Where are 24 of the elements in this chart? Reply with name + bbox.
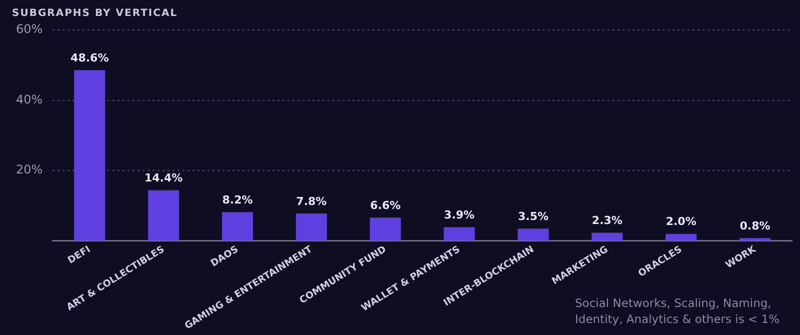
data-label: 6.6% <box>370 199 401 212</box>
data-label: 8.2% <box>222 193 253 206</box>
data-label: 2.3% <box>592 214 622 228</box>
bar <box>296 213 327 240</box>
data-label: 3.5% <box>518 210 548 223</box>
data-label: 48.6% <box>70 51 109 64</box>
y-tick-label: 40% <box>16 92 43 106</box>
bar <box>74 70 106 240</box>
bar <box>148 190 180 240</box>
y-tick-label: 20% <box>16 162 43 177</box>
data-label: 14.4% <box>144 172 183 185</box>
bar <box>518 228 549 240</box>
bar <box>444 227 475 240</box>
chart-title: SUBGRAPHS BY VERTICAL <box>12 8 178 19</box>
data-label: 0.8% <box>740 219 770 232</box>
text: Social Networks, Scaling, Naming, Identity, Analytics & others is < 1% <box>575 295 781 327</box>
y-tick-label: 60% <box>16 22 43 36</box>
bar <box>592 232 623 240</box>
data-label: 3.9% <box>444 208 475 222</box>
bar <box>370 218 401 240</box>
data-label: 7.8% <box>296 194 327 208</box>
bar <box>666 234 697 240</box>
data-label: 2.0% <box>666 215 696 228</box>
bar <box>222 212 254 240</box>
